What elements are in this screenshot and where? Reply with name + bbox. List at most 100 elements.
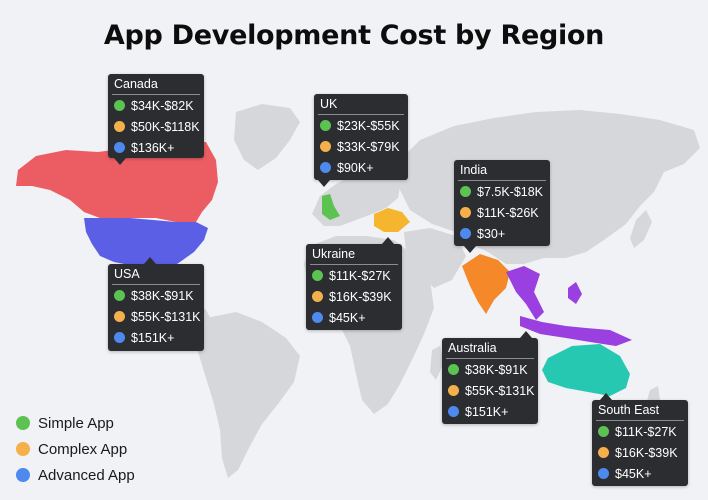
legend-label: Advanced App: [38, 466, 135, 484]
cost-row-complex: $50K-$118K: [108, 116, 204, 137]
philippines-shape: [568, 282, 582, 304]
cost-row-simple: $11K-$27K: [306, 265, 402, 286]
region-name: UK: [318, 94, 404, 115]
region-name: Canada: [112, 74, 200, 95]
cost-value: $38K-$91K: [465, 362, 528, 377]
cost-value: $45K+: [615, 466, 652, 481]
region-name: Ukraine: [310, 244, 398, 265]
complex-dot: [448, 385, 459, 396]
cost-row-simple: $34K-$82K: [108, 95, 204, 116]
simple-dot: [114, 100, 125, 111]
usa-shape: [84, 218, 208, 270]
cost-row-simple: $11K-$27K: [592, 421, 688, 442]
advanced-dot: [460, 228, 471, 239]
cost-row-advanced: $30+: [454, 223, 550, 244]
legend-item-simple: Simple App: [16, 410, 135, 436]
cost-row-advanced: $151K+: [108, 327, 204, 348]
legend-item-complex: Complex App: [16, 436, 135, 462]
legend-label: Complex App: [38, 440, 128, 458]
cost-row-simple: $38K-$91K: [108, 285, 204, 306]
region-name: USA: [112, 264, 200, 285]
cost-value: $55K-$131K: [465, 383, 535, 398]
cost-row-complex: $16K-$39K: [306, 286, 402, 307]
legend: Simple App Complex App Advanced App: [16, 410, 135, 488]
cost-row-complex: $55K-$131K: [108, 306, 204, 327]
advanced-dot: [320, 162, 331, 173]
cost-row-complex: $33K-$79K: [314, 136, 408, 157]
simple-dot: [320, 120, 331, 131]
cost-value: $38K-$91K: [131, 288, 194, 303]
middle-east-shape: [404, 228, 466, 288]
simple-dot: [448, 364, 459, 375]
callout-pointer: [318, 180, 330, 187]
simple-dot: [16, 416, 30, 430]
complex-dot: [460, 207, 471, 218]
greenland-shape: [234, 104, 300, 170]
south-america-shape: [198, 312, 300, 478]
japan-shape: [630, 210, 652, 248]
complex-dot: [312, 291, 323, 302]
cost-value: $11K-$26K: [477, 205, 539, 220]
cost-value: $30+: [477, 226, 506, 241]
complex-dot: [598, 447, 609, 458]
advanced-dot: [312, 312, 323, 323]
australia-shape: [542, 344, 630, 396]
cost-value: $33K-$79K: [337, 139, 400, 154]
cost-value: $90K+: [337, 160, 374, 175]
cost-value: $55K-$131K: [131, 309, 201, 324]
southeast-asia-shape: [506, 266, 544, 320]
cost-value: $11K-$27K: [615, 424, 677, 439]
india-shape: [462, 254, 510, 314]
cost-row-simple: $23K-$55K: [314, 115, 408, 136]
region-callout-canada: Canada $34K-$82K $50K-$118K $136K+: [108, 74, 204, 165]
region-callout-uk: UK $23K-$55K $33K-$79K $90K+: [314, 94, 408, 187]
cost-row-advanced: $90K+: [314, 157, 408, 178]
region-name: India: [458, 160, 546, 181]
advanced-dot: [114, 142, 125, 153]
uk-shape: [322, 194, 340, 220]
cost-value: $11K-$27K: [329, 268, 391, 283]
advanced-dot: [448, 406, 459, 417]
cost-value: $151K+: [465, 404, 509, 419]
callout-pointer: [520, 331, 532, 338]
region-callout-australia: Australia $38K-$91K $55K-$131K $151K+: [442, 331, 538, 424]
region-callout-india: India $7.5K-$18K $11K-$26K $30+: [454, 160, 550, 253]
cost-value: $7.5K-$18K: [477, 184, 544, 199]
cost-row-complex: $55K-$131K: [442, 380, 538, 401]
simple-dot: [312, 270, 323, 281]
simple-dot: [460, 186, 471, 197]
simple-dot: [114, 290, 125, 301]
cost-value: $136K+: [131, 140, 175, 155]
cost-row-advanced: $45K+: [592, 463, 688, 484]
region-name: South East: [596, 400, 684, 421]
callout-pointer: [144, 257, 156, 264]
complex-dot: [320, 141, 331, 152]
cost-value: $45K+: [329, 310, 366, 325]
cost-row-simple: $7.5K-$18K: [454, 181, 550, 202]
cost-row-complex: $11K-$26K: [454, 202, 550, 223]
callout-pointer: [382, 237, 394, 244]
cost-value: $34K-$82K: [131, 98, 194, 113]
region-name: Australia: [446, 338, 534, 359]
cost-row-advanced: $45K+: [306, 307, 402, 328]
cost-value: $23K-$55K: [337, 118, 400, 133]
callout-pointer: [114, 158, 126, 165]
cost-value: $16K-$39K: [329, 289, 392, 304]
legend-label: Simple App: [38, 414, 114, 432]
cost-row-advanced: $151K+: [442, 401, 538, 422]
complex-dot: [114, 311, 125, 322]
madagascar-shape: [430, 346, 444, 380]
advanced-dot: [598, 468, 609, 479]
cost-value: $50K-$118K: [131, 119, 200, 134]
page-title: App Development Cost by Region: [103, 20, 605, 51]
advanced-dot: [114, 332, 125, 343]
legend-item-advanced: Advanced App: [16, 462, 135, 488]
region-callout-ukraine: Ukraine $11K-$27K $16K-$39K $45K+: [306, 237, 402, 330]
canada-shape: [16, 140, 218, 222]
cost-row-simple: $38K-$91K: [442, 359, 538, 380]
cost-row-advanced: $136K+: [108, 137, 204, 158]
cost-value: $151K+: [131, 330, 175, 345]
complex-dot: [114, 121, 125, 132]
complex-dot: [16, 442, 30, 456]
